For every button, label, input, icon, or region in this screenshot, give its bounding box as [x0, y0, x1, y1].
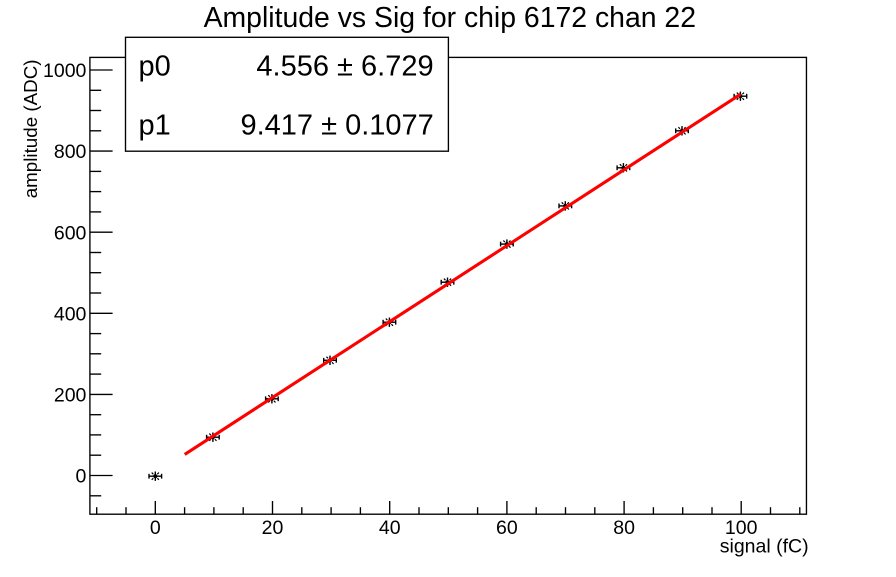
- svg-text:800: 800: [54, 141, 87, 163]
- svg-text:0: 0: [76, 466, 87, 488]
- svg-text:80: 80: [613, 517, 635, 539]
- svg-text:600: 600: [54, 222, 87, 244]
- svg-text:100: 100: [725, 517, 758, 539]
- svg-text:20: 20: [262, 517, 284, 539]
- svg-text:Amplitude vs Sig for chip 6172: Amplitude vs Sig for chip 6172 chan 22: [204, 2, 696, 34]
- svg-text:9.417 ± 0.1077: 9.417 ± 0.1077: [240, 109, 433, 141]
- svg-text:400: 400: [54, 303, 87, 325]
- svg-text:1000: 1000: [43, 60, 87, 82]
- svg-text:0: 0: [150, 517, 161, 539]
- svg-text:200: 200: [54, 385, 87, 407]
- svg-text:amplitude (ADC): amplitude (ADC): [20, 59, 41, 198]
- svg-text:40: 40: [379, 517, 401, 539]
- svg-text:signal (fC): signal (fC): [720, 536, 809, 558]
- svg-text:4.556 ± 6.729: 4.556 ± 6.729: [256, 50, 433, 82]
- svg-text:p1: p1: [139, 109, 171, 141]
- svg-text:p0: p0: [139, 50, 171, 82]
- svg-text:60: 60: [496, 517, 518, 539]
